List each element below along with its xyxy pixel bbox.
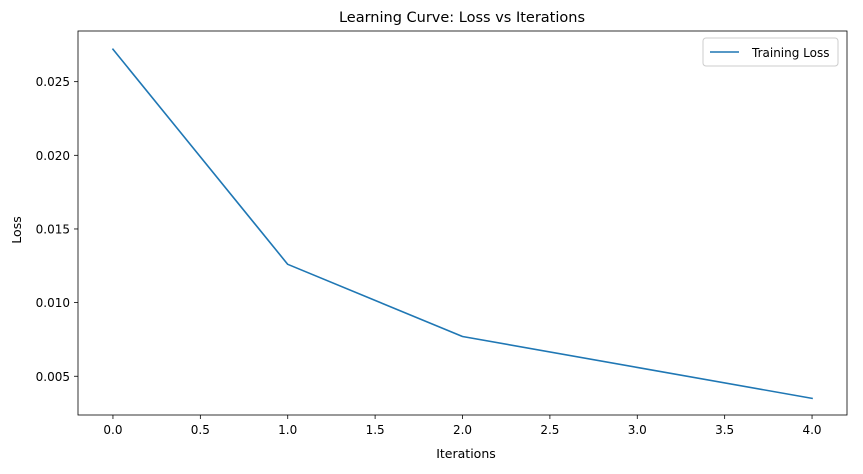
series-layer	[111, 48, 813, 400]
chart-title: Learning Curve: Loss vs Iterations	[339, 10, 585, 26]
data-point	[112, 48, 114, 50]
x-tick-label: 3.0	[628, 423, 647, 437]
x-tick-label: 3.5	[715, 423, 734, 437]
series-line-training-loss	[111, 48, 813, 400]
data-point	[287, 264, 289, 266]
x-axis-label: Iterations	[436, 446, 496, 461]
x-tick-label: 2.0	[453, 423, 472, 437]
data-point	[811, 398, 813, 400]
legend: Training Loss	[702, 37, 839, 67]
plot-frame	[77, 30, 848, 416]
x-tick-label: 0.5	[191, 423, 210, 437]
x-tick-label: 0.0	[103, 423, 122, 437]
x-tick-label: 1.5	[366, 423, 385, 437]
y-axis-ticks: 0.005 0.010 0.015 0.020 0.025	[36, 75, 78, 384]
x-tick-label: 1.0	[278, 423, 297, 437]
legend-box	[702, 37, 839, 67]
y-tick-label: 0.020	[36, 149, 70, 163]
x-tick-label: 2.5	[540, 423, 559, 437]
data-point	[462, 336, 464, 338]
x-tick-label: 4.0	[802, 423, 821, 437]
y-tick-label: 0.005	[36, 370, 70, 384]
x-axis-ticks: 0.0 0.5 1.0 1.5 2.0 2.5 3.0 3.5 4.0	[103, 415, 822, 437]
y-axis-label: Loss	[9, 216, 24, 243]
y-tick-label: 0.015	[36, 222, 70, 236]
y-tick-label: 0.025	[36, 75, 70, 89]
data-point	[636, 367, 638, 369]
legend-label: Training Loss	[751, 46, 829, 60]
y-tick-label: 0.010	[36, 296, 70, 310]
